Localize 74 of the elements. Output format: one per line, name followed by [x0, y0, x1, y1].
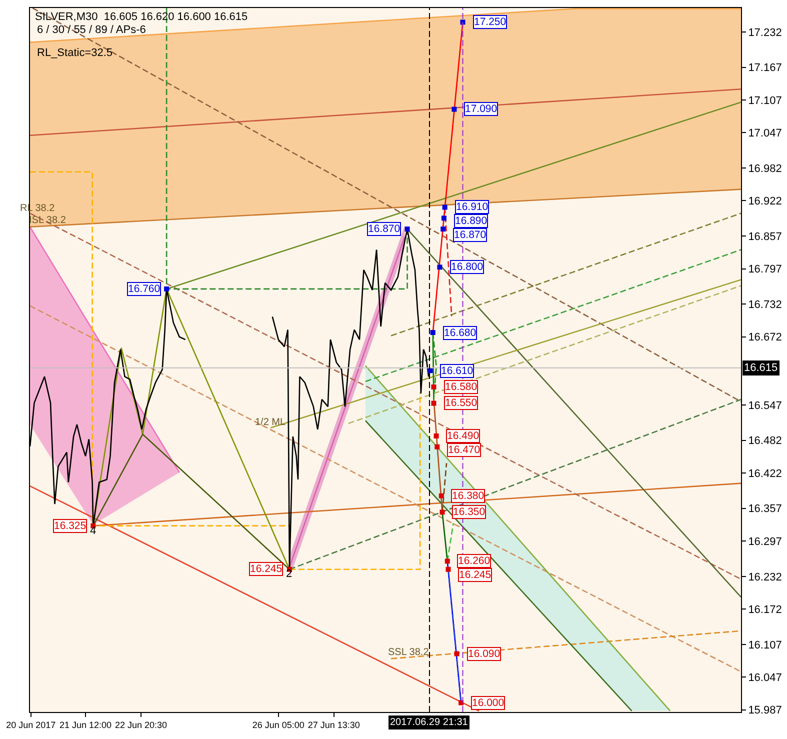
annotation: SSL 38.2	[388, 647, 430, 658]
y-tick-label: 15.987	[748, 704, 782, 717]
data-label: 16.245	[459, 569, 492, 581]
data-label: 16.870	[368, 223, 400, 235]
point	[454, 651, 460, 656]
annotation: 4	[90, 525, 96, 537]
y-tick-label: 16.357	[748, 503, 782, 516]
data-label: 16.325	[54, 520, 86, 532]
point	[446, 566, 451, 572]
data-label: 16.380	[452, 490, 484, 502]
point	[441, 216, 446, 221]
point	[430, 330, 436, 335]
data-label: 16.090	[468, 648, 500, 660]
data-label: 16.490	[447, 430, 480, 442]
y-tick-label: 16.547	[748, 400, 782, 412]
data-label: 16.350	[453, 506, 486, 518]
data-label: 16.870	[454, 229, 486, 241]
data-label: 16.000	[472, 697, 504, 709]
point	[404, 226, 410, 232]
x-tick-label: 20 Jun 2017	[6, 720, 56, 730]
y-tick-label: 16.982	[748, 162, 782, 175]
data-label: 16.260	[458, 555, 490, 567]
point	[437, 264, 442, 270]
point	[434, 444, 440, 450]
point	[440, 226, 446, 232]
annotation: 1/2 ML	[255, 417, 286, 428]
point	[460, 20, 466, 25]
data-label: 16.890	[455, 215, 488, 227]
y-tick-label: 16.482	[748, 435, 782, 448]
x-tick-label: 26 Jun 05:00	[252, 720, 304, 730]
y-tick-label: 16.422	[748, 468, 782, 480]
point	[438, 493, 444, 498]
point	[431, 400, 436, 406]
data-label: 16.610	[441, 365, 474, 377]
data-label: 16.760	[128, 283, 160, 295]
x-tick-label: 27 Jun 13:30	[308, 720, 360, 730]
y-tick-label: 16.172	[748, 604, 782, 616]
y-tick-label: 16.672	[748, 332, 782, 344]
data-label: 16.245	[250, 563, 282, 575]
x-tick-label: 22 Jun 20:30	[114, 720, 167, 730]
data-label: 16.910	[456, 201, 488, 213]
ref-line-label: 16.615	[744, 362, 778, 374]
data-label: 17.250	[474, 16, 506, 28]
point	[431, 384, 436, 390]
y-tick-label: 16.797	[748, 264, 782, 276]
point	[440, 510, 445, 515]
y-tick-label: 16.732	[748, 299, 782, 312]
point	[442, 204, 448, 210]
data-label: 16.680	[444, 327, 476, 339]
y-tick-label: 17.232	[748, 26, 782, 39]
point	[452, 106, 457, 112]
chart-title: SILVER,M30 16.605 16.620 16.600 16.615	[35, 10, 248, 23]
x-tick-label: 21 Jun 12:00	[59, 720, 112, 730]
y-tick-label: 16.107	[748, 639, 782, 652]
data-label: 16.580	[445, 381, 478, 393]
annotation: RL_Static=32.5	[37, 47, 113, 59]
data-label: 16.550	[445, 397, 478, 409]
point	[444, 558, 450, 564]
annotation: ISL 38.2	[29, 215, 66, 226]
ref-line-label: 2017.06.29 21:31	[390, 717, 468, 728]
y-tick-label: 16.232	[748, 571, 782, 584]
y-tick-label: 17.047	[748, 128, 782, 140]
y-tick-label: 16.047	[748, 672, 782, 684]
text: 6 / 30 / 55 / 89 / APs-6	[37, 24, 146, 36]
y-tick-label: 17.107	[748, 94, 782, 107]
y-tick-label: 17.167	[748, 62, 782, 74]
data-label: 16.470	[448, 444, 480, 456]
data-label: 17.090	[465, 103, 498, 115]
data-label: 16.800	[451, 261, 484, 273]
y-tick-label: 16.922	[748, 196, 782, 208]
y-tick-label: 16.297	[748, 536, 782, 548]
y-tick-label: 16.857	[748, 230, 782, 243]
point	[434, 433, 439, 438]
point	[164, 286, 170, 292]
